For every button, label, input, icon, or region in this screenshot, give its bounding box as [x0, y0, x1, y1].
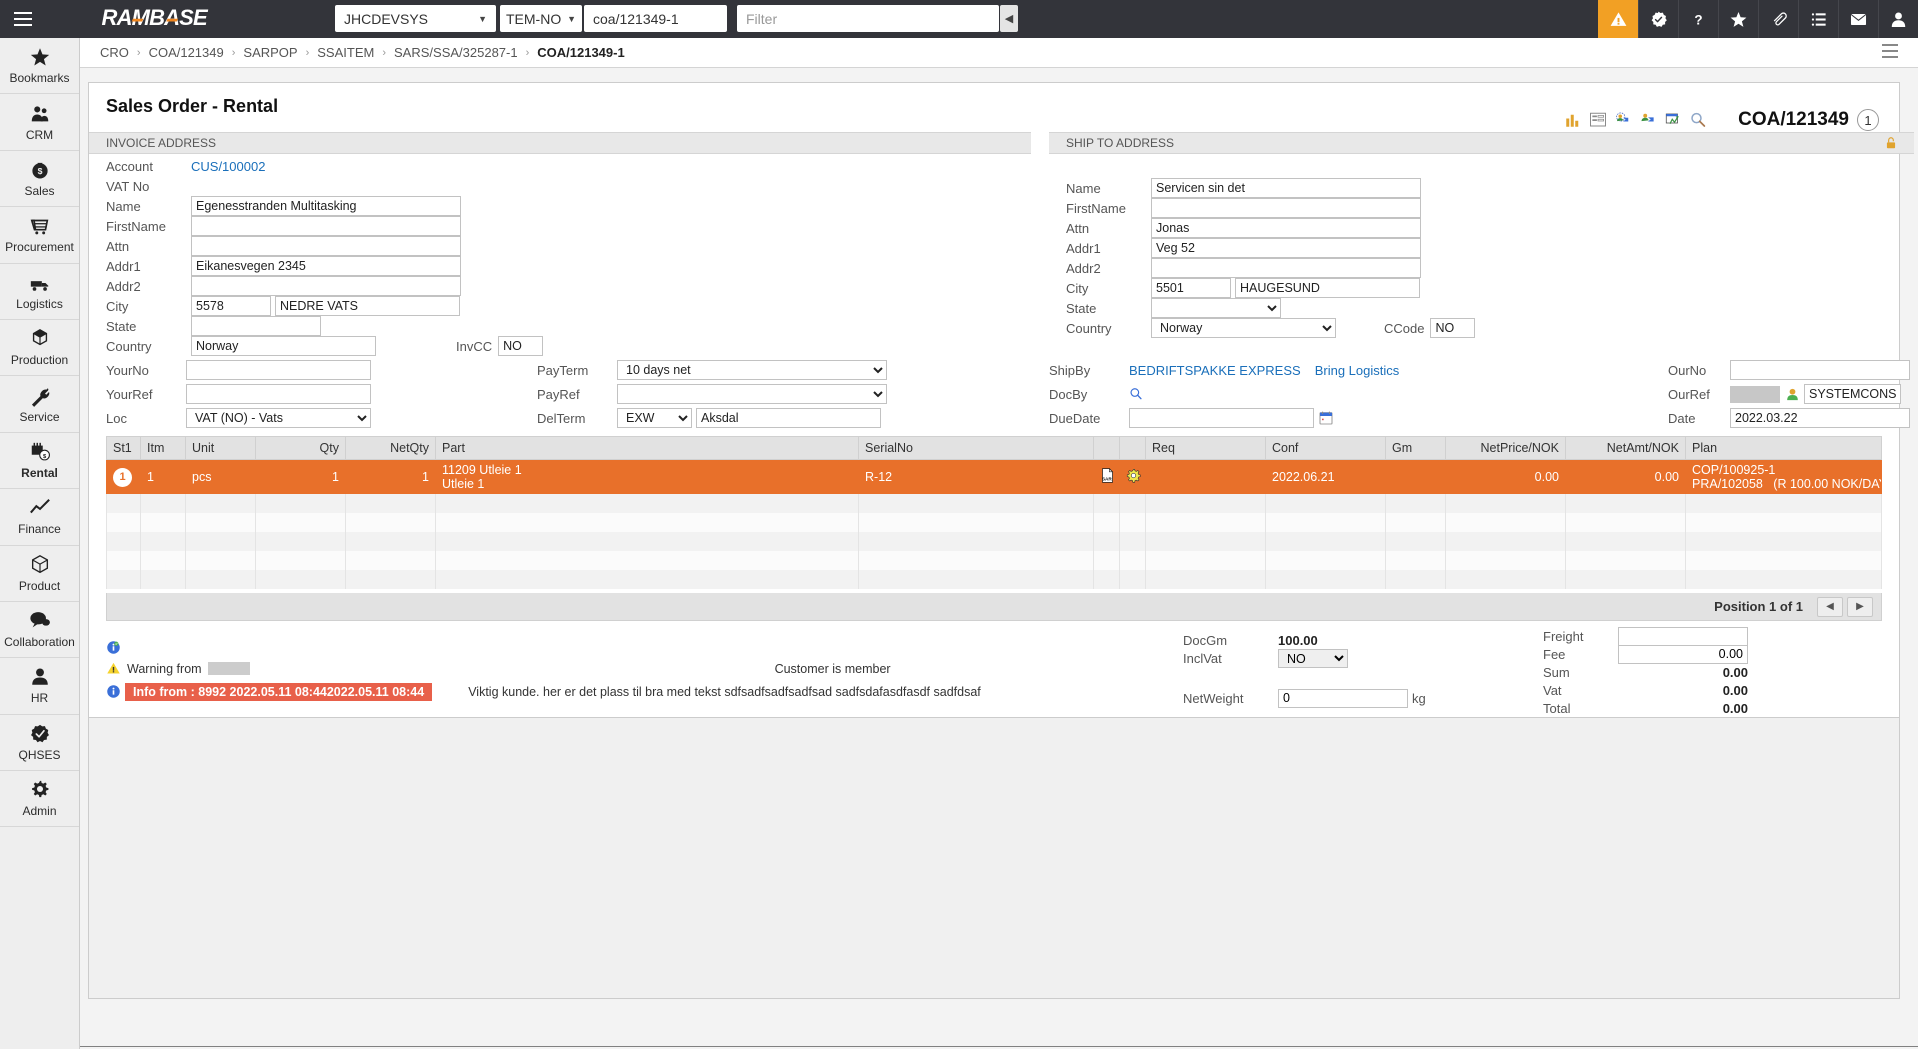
- svg-text:SAR: SAR: [1102, 477, 1112, 482]
- svg-text:$: $: [37, 166, 42, 176]
- svg-text:RAMBASE: RAMBASE: [102, 8, 209, 30]
- svg-text:?: ?: [1694, 12, 1702, 27]
